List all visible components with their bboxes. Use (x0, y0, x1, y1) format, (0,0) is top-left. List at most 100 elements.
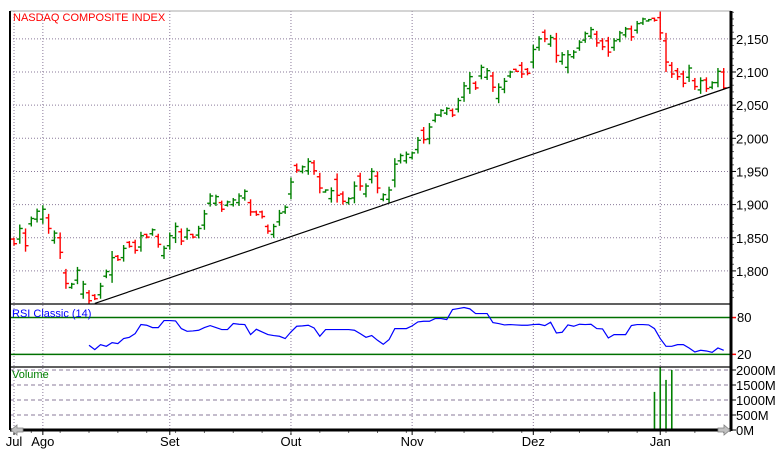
ohlc-bar (259, 210, 266, 219)
ohlc-bar (126, 241, 133, 248)
ohlc-bar (639, 17, 646, 25)
trendline (94, 86, 730, 304)
ohlc-bar (449, 108, 456, 118)
ohlc-bar (634, 20, 641, 34)
x-tick-label: Out (280, 434, 301, 449)
ohlc-bar (189, 233, 196, 239)
ohlc-bar (397, 153, 404, 164)
ohlc-bar (541, 29, 548, 43)
ohlc-bar (34, 208, 41, 223)
ohlc-bar (588, 26, 594, 39)
ohlc-bar (287, 177, 294, 200)
ohlc-bar (657, 11, 664, 41)
ohlc-bar (622, 26, 629, 38)
ohlc-bar (86, 290, 93, 305)
ohlc-bar (512, 68, 519, 73)
ohlc-bar (247, 199, 254, 216)
ohlc-bar (409, 151, 416, 160)
ohlc-bar (472, 81, 479, 90)
ohlc-bar (437, 109, 444, 118)
axes: 1,800 1,850 1,900 1,950 2,000 2,050 2,100 2,150… (6, 10, 776, 449)
ohlc-bar (132, 239, 139, 254)
ohlc-bar (224, 200, 231, 207)
ohlc-bar (201, 209, 208, 230)
ohlc-bar (443, 107, 450, 116)
volume-tick-label: 1500M (736, 378, 776, 393)
ohlc-bar (374, 171, 381, 194)
ohlc-bar (178, 228, 185, 246)
ohlc-bar (91, 294, 98, 301)
ohlc-bar (570, 50, 577, 59)
ohlc-bar (674, 68, 681, 80)
ohlc-bar (651, 17, 658, 22)
ohlc-bar (328, 187, 335, 203)
ohlc-bar (484, 68, 491, 80)
ohlc-bar (714, 68, 721, 88)
ohlc-bar (668, 62, 675, 78)
x-tick-label: Nov (401, 434, 425, 449)
ohlc-bar (322, 189, 329, 193)
ohlc-bar (536, 36, 543, 51)
x-tick-label: Jan (650, 434, 671, 449)
price-tick-label: 2,150 (736, 32, 769, 47)
ohlc-bar (530, 44, 537, 69)
ohlc-bar (461, 81, 468, 102)
volume-tick-label: 0M (736, 423, 754, 438)
ohlc-bar (345, 197, 352, 205)
ohlc-bar (697, 77, 704, 94)
volume-tick-label: 1000M (736, 393, 776, 408)
scroll-left-arrow-icon[interactable] (10, 424, 24, 436)
price-tick-label: 1,800 (736, 264, 769, 279)
ohlc-bar (137, 231, 144, 252)
ohlc-bar (103, 269, 110, 279)
ohlc-bar (114, 254, 121, 261)
ohlc-bar (599, 38, 606, 51)
ohlc-bar (362, 183, 369, 198)
ohlc-bar (264, 224, 271, 234)
ohlc-bar (166, 232, 173, 250)
ohlc-bar (212, 194, 219, 206)
ohlc-bar (495, 83, 502, 104)
ohlc-bar (28, 216, 35, 227)
ohlc-bar (611, 38, 618, 51)
ohlc-bar (432, 113, 439, 123)
volume-label: Volume (12, 369, 49, 381)
rsi-line (88, 306, 724, 353)
ohlc-bar (386, 186, 393, 204)
ohlc-bar (276, 209, 283, 226)
ohlc-bar (645, 18, 652, 22)
ohlc-bar (628, 25, 635, 41)
ohlc-bar (282, 205, 289, 214)
ohlc-bar (62, 268, 69, 289)
ohlc-bar (293, 163, 300, 173)
ohlc-bar (195, 225, 202, 239)
ohlc-bar (391, 158, 398, 188)
ohlc-bar (51, 230, 58, 244)
volume-panel (653, 367, 673, 430)
ohlc-bar (22, 228, 29, 252)
ohlc-bar (709, 81, 716, 90)
ohlc-bar (616, 30, 623, 43)
ohlc-bar (57, 232, 64, 259)
price-tick-label: 2,000 (736, 131, 769, 146)
ohlc-bar (305, 158, 312, 175)
ohlc-bar (236, 193, 243, 206)
ohlc-bar (80, 280, 87, 299)
ohlc-bar (547, 34, 554, 47)
scroll-right-arrow-icon[interactable] (717, 424, 731, 436)
ohlc-bar (593, 30, 600, 47)
ohlc-bar (316, 172, 323, 194)
price-tick-label: 1,900 (736, 198, 769, 213)
ohlc-bar (420, 127, 427, 144)
ohlc-bar (691, 77, 698, 90)
ohlc-bar (149, 228, 156, 236)
ohlc-bar (74, 266, 81, 285)
ohlc-bar (120, 245, 127, 262)
ohlc-bar (270, 223, 277, 238)
chart-title: NASDAQ COMPOSITE INDEX (13, 12, 166, 24)
rsi-label: RSI Classic (14) (12, 308, 91, 320)
ohlc-bar (680, 70, 687, 88)
ohlc-bar (97, 282, 104, 299)
ohlc-bar (501, 77, 508, 94)
